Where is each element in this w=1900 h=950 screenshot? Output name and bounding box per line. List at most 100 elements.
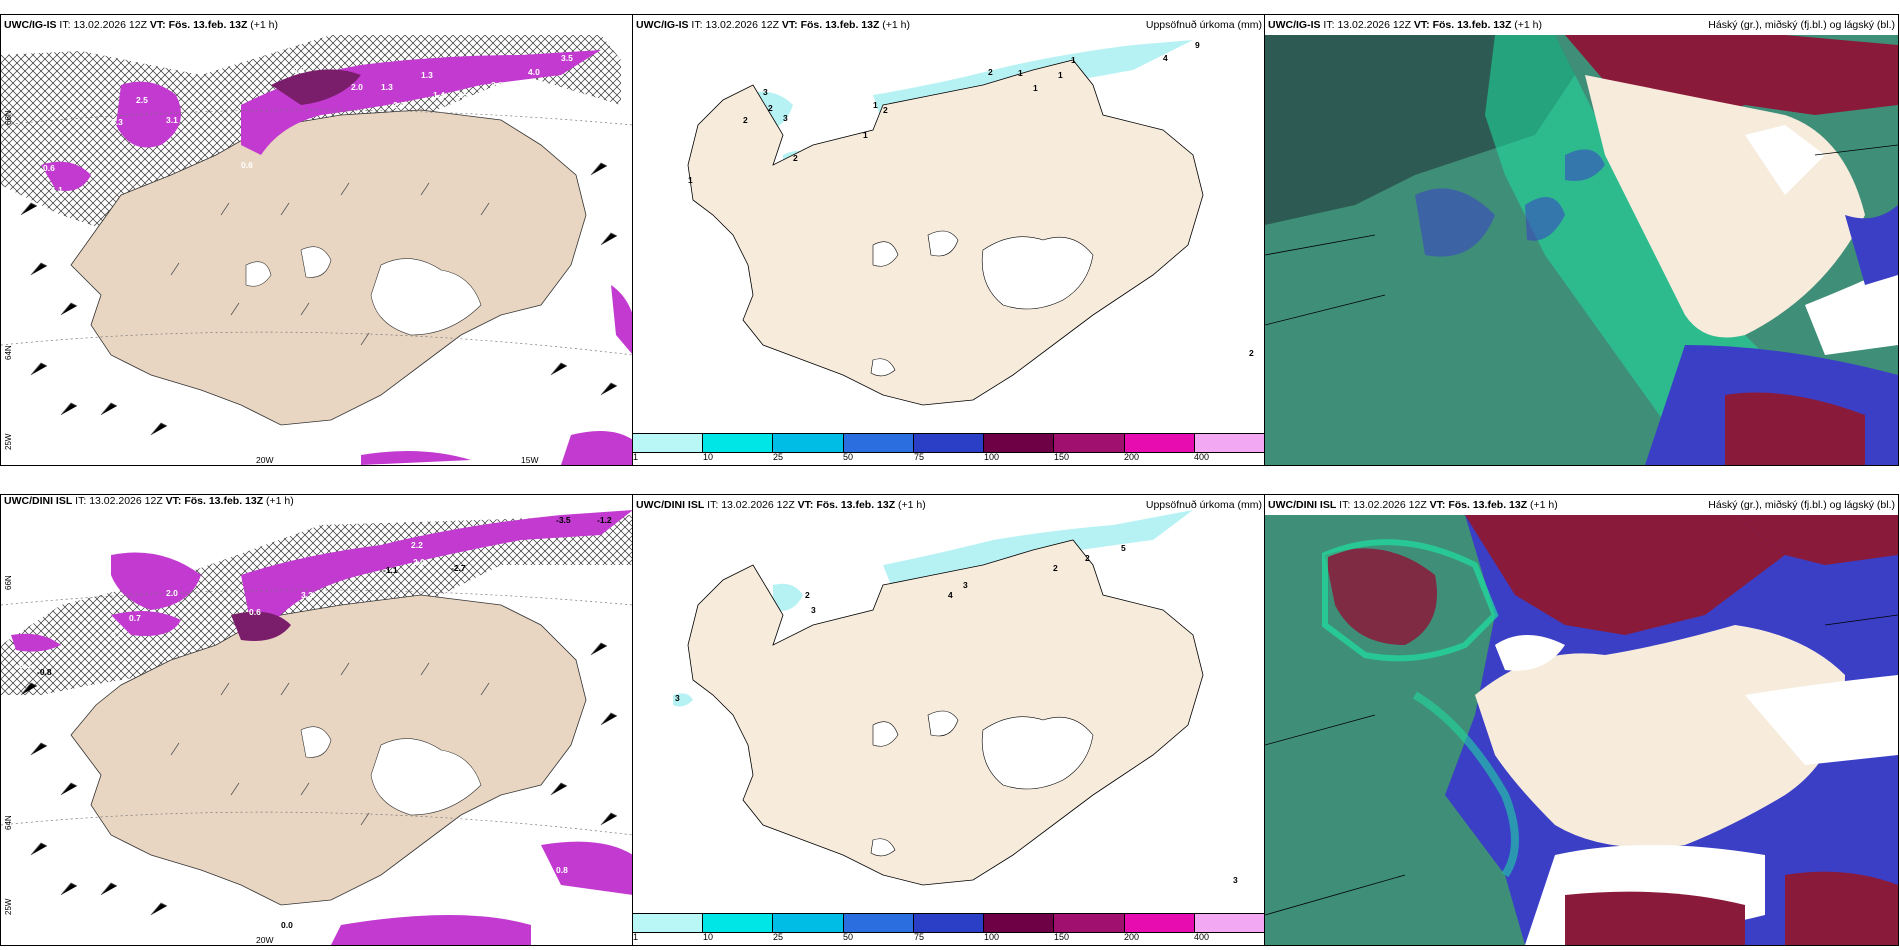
precip-value: 1 xyxy=(688,175,693,185)
wind-value: 1.3 xyxy=(421,70,433,80)
precip-value: 3 xyxy=(783,113,788,123)
wind-value: 2.0 xyxy=(166,588,178,598)
wind-value: 0.8 xyxy=(556,865,568,875)
wind-panel-title: UWC/IG-IS IT: 13.02.2026 12Z VT: Fös. 13… xyxy=(4,19,279,31)
lat-label: 66N xyxy=(4,110,13,125)
precip-panel-title: UWC/DINI ISL IT: 13.02.2026 12Z VT: Fös.… xyxy=(636,499,926,511)
precip-panel-right-title: Uppsöfnuð úrkoma (mm) xyxy=(1145,499,1262,511)
colorbar-ticks: 1 10 25 50 75 100 150 200 400 xyxy=(633,932,1210,942)
cloud-panel-right-title: Háský (gr.), miðský (fj.bl.) og lágský (… xyxy=(1708,19,1895,31)
wind-value: 1.3 xyxy=(381,82,393,92)
magenta-contour xyxy=(231,611,291,641)
wind-value: 3.5 xyxy=(561,53,573,63)
wind-map xyxy=(1,495,633,945)
wind-value: -1.1 xyxy=(383,565,398,575)
precip-area xyxy=(773,583,803,611)
wind-value: 1.1 xyxy=(51,185,63,195)
magenta-contour xyxy=(241,510,633,625)
precip-value: 2 xyxy=(805,590,810,600)
precip-value: 2 xyxy=(883,105,888,115)
precip-value: 2 xyxy=(768,103,773,113)
precip-value: 3 xyxy=(811,605,816,615)
precip-colorbar xyxy=(633,433,1265,453)
wind-value: 2.0 xyxy=(351,82,363,92)
wind-value: 0.7 xyxy=(129,613,141,623)
glacier xyxy=(872,241,899,267)
wind-value: 3.1 xyxy=(166,115,178,125)
magenta-contour xyxy=(116,81,181,148)
wind-value: 2.0 xyxy=(413,557,425,567)
precip-value: 4 xyxy=(948,590,953,600)
precip-value: 3 xyxy=(1233,875,1238,885)
lat-label: 25W xyxy=(4,898,13,915)
glacier xyxy=(245,261,272,287)
precip-value: 1 xyxy=(873,100,878,110)
precip-value: 1 xyxy=(863,130,868,140)
glacier xyxy=(300,726,332,758)
wind-barbs xyxy=(20,162,618,436)
precip-value: 2 xyxy=(793,153,798,163)
cloud-panel-title: UWC/IG-IS IT: 13.02.2026 12Z VT: Fös. 13… xyxy=(1268,19,1543,31)
precip-value: 4 xyxy=(1163,53,1168,63)
glacier xyxy=(927,230,959,257)
cloud-panel-title: UWC/DINI ISL IT: 13.02.2026 12Z VT: Fös.… xyxy=(1268,499,1558,511)
glacier xyxy=(870,358,896,377)
precip-value: 3 xyxy=(763,87,768,97)
precip-panel-row2: UWC/DINI ISL IT: 13.02.2026 12Z VT: Fös.… xyxy=(632,494,1266,946)
hatched-area xyxy=(1,515,633,695)
glacier xyxy=(370,258,482,336)
wind-value: 2.6 xyxy=(491,80,503,90)
wind-value: 0.6 xyxy=(43,163,55,173)
lon-label: 15W xyxy=(521,455,539,465)
wind-value: 0.3 xyxy=(19,660,31,670)
precip-value: 2 xyxy=(1053,563,1058,573)
wind-value: 0.4 xyxy=(111,630,123,640)
magenta-contour xyxy=(41,161,91,191)
wind-barbs xyxy=(20,642,618,916)
lat-label: 66N xyxy=(4,575,13,590)
precip-value: 2 xyxy=(1249,348,1254,358)
wind-panel-row1: UWC/IG-IS IT: 13.02.2026 12Z VT: Fös. 13… xyxy=(0,14,634,466)
wind-value: 0.3 xyxy=(73,220,85,230)
wind-value: -1.2 xyxy=(597,515,612,525)
wind-value: 2.7 xyxy=(496,507,508,517)
wind-value: 0.3 xyxy=(539,507,551,517)
precip-area xyxy=(673,693,693,707)
wind-value: 2.5 xyxy=(456,90,468,100)
precip-value: 1 xyxy=(1058,70,1063,80)
precip-map xyxy=(633,495,1265,945)
lat-label: 25W xyxy=(4,433,13,450)
magenta-contour xyxy=(111,611,181,636)
wind-value: 2.2 xyxy=(411,540,423,550)
precip-value: 1 xyxy=(1018,68,1023,78)
wind-panel-row2: UWC/DINI ISL IT: 13.02.2026 12Z VT: Fös.… xyxy=(0,494,634,946)
wind-value: -3.5 xyxy=(556,515,571,525)
wind-map xyxy=(1,15,633,465)
wind-value: 2.5 xyxy=(136,95,148,105)
magenta-contour xyxy=(361,451,471,465)
wind-value: -0.8 xyxy=(37,667,52,677)
glacier xyxy=(927,710,959,737)
precip-value: 3 xyxy=(963,580,968,590)
lon-label: 20W xyxy=(256,935,274,945)
glacier xyxy=(370,738,482,816)
magenta-contour xyxy=(271,69,361,105)
wind-value: 0.0 xyxy=(281,920,293,930)
cloud-map xyxy=(1265,495,1898,945)
precip-value: 2 xyxy=(988,67,993,77)
magenta-contour xyxy=(541,841,633,895)
lon-label: 20W xyxy=(256,455,274,465)
wind-value: 0.3 xyxy=(293,65,305,75)
precip-panel-row1: UWC/IG-IS IT: 13.02.2026 12Z VT: Fös. 13… xyxy=(632,14,1266,466)
precip-value: 2 xyxy=(743,115,748,125)
precip-map xyxy=(633,15,1265,465)
lat-label: 64N xyxy=(4,345,13,360)
glacier xyxy=(872,721,899,747)
wind-value: 3.2 xyxy=(301,590,313,600)
precip-value: 2 xyxy=(1085,553,1090,563)
magenta-contour xyxy=(611,285,633,355)
cloud-map xyxy=(1265,15,1898,465)
precip-value: 1 xyxy=(1071,55,1076,65)
magenta-contour xyxy=(331,915,531,945)
wind-value: 0.6 xyxy=(249,607,261,617)
